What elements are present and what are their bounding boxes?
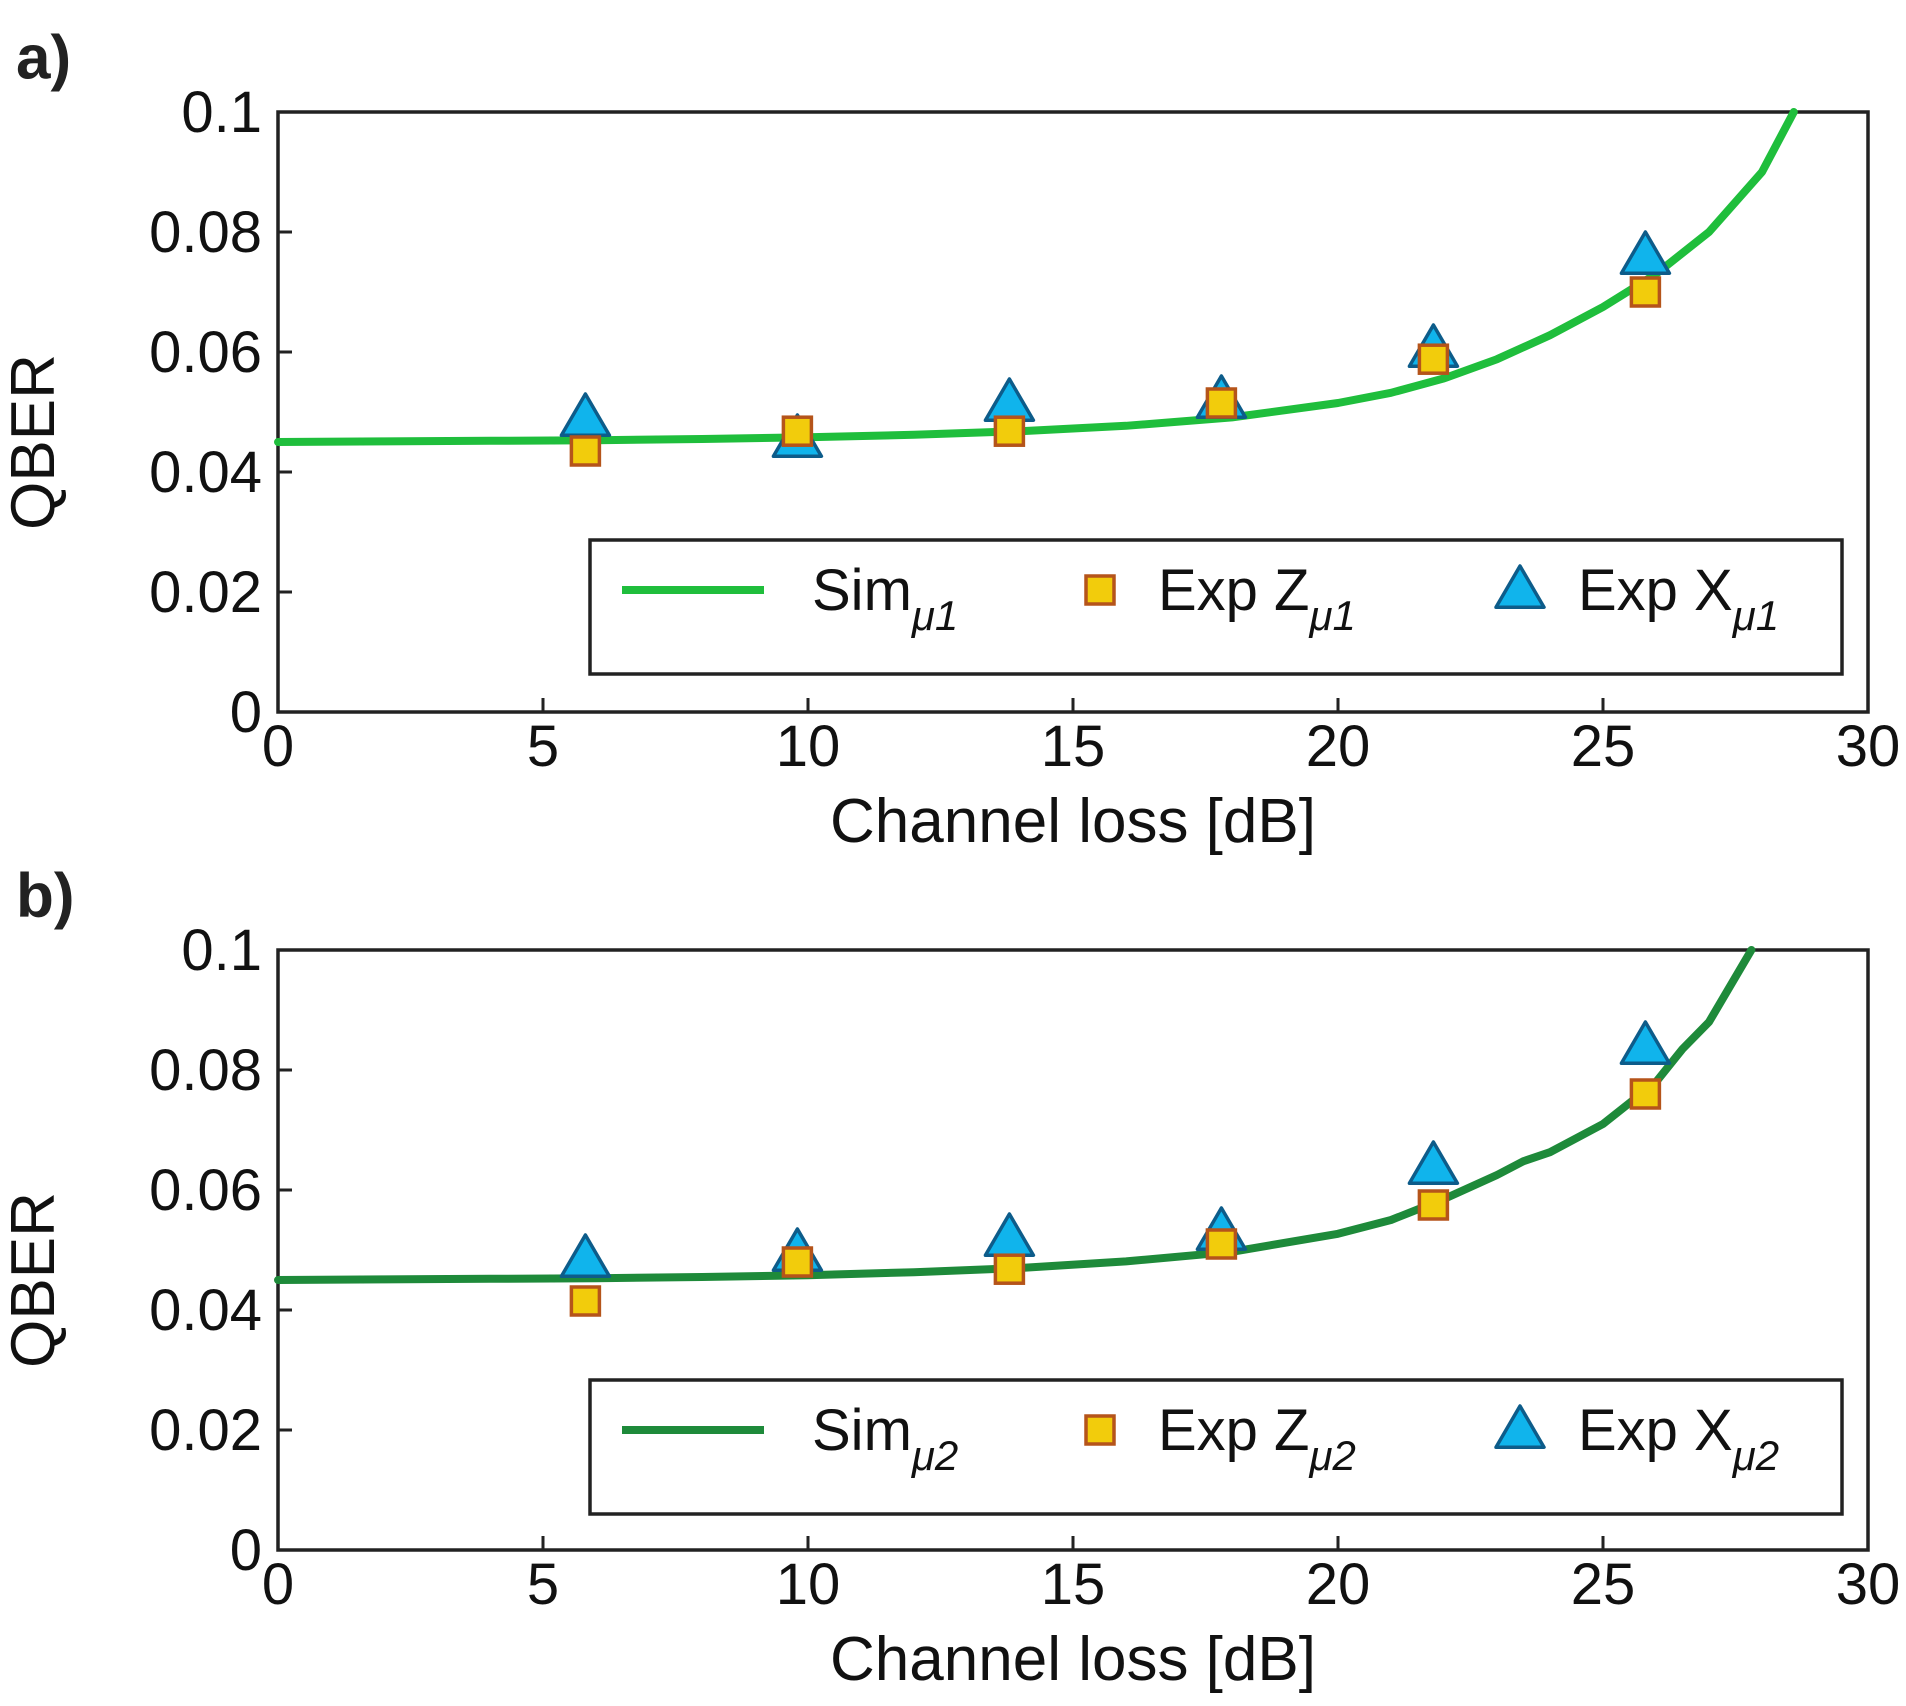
x-tick-label: 5 — [527, 1552, 559, 1617]
y-tick-label: 0 — [230, 1518, 262, 1583]
exp-x-point — [983, 1212, 1036, 1258]
sim-line — [274, 108, 1798, 446]
exp-z-point — [1629, 276, 1662, 308]
legend-entry-name: Exp Z — [1158, 1398, 1310, 1463]
legend-entry-subscript: μ2 — [911, 1432, 958, 1479]
x-tick-label: 0 — [262, 1552, 294, 1617]
x-tick-label: 15 — [1041, 1552, 1106, 1617]
legend-entry-subscript: μ1 — [911, 592, 958, 639]
x-tick-label: 20 — [1306, 714, 1371, 779]
legend-entry-label: Exp Zμ2 — [1158, 1398, 1356, 1479]
legend-entry-name: Sim — [812, 558, 912, 623]
exp-z-point — [1629, 1078, 1662, 1110]
exp-z-point — [569, 435, 602, 467]
y-tick-label: 0.06 — [149, 1158, 262, 1223]
y-tick-label: 0.06 — [149, 320, 262, 385]
exp-x-point — [1619, 1020, 1672, 1066]
legend-entry-label: Exp Xμ1 — [1578, 558, 1779, 639]
y-tick-label: 0.04 — [149, 1278, 262, 1343]
x-tick-label: 10 — [776, 714, 841, 779]
x-tick-label: 30 — [1836, 1552, 1901, 1617]
y-tick-label: 0 — [230, 680, 262, 745]
legend-square-swatch — [1084, 574, 1116, 606]
panel-label: b) — [16, 861, 75, 930]
legend-entry-name: Sim — [812, 1398, 912, 1463]
legend-box — [588, 538, 1844, 676]
legend-entry-label: Exp Xμ2 — [1578, 1398, 1779, 1479]
legend-box — [588, 1378, 1844, 1516]
x-tick-label: 0 — [262, 714, 294, 779]
legend-entry-name: Exp X — [1578, 558, 1733, 623]
exp-z-point — [781, 415, 814, 447]
exp-z-point — [1205, 387, 1238, 419]
y-axis-label: QBER — [0, 354, 68, 530]
legend-entry-label: Exp Zμ1 — [1158, 558, 1356, 639]
exp-x-point — [1619, 230, 1672, 276]
exp-x-point — [1407, 1140, 1460, 1186]
y-tick-label: 0.08 — [149, 1038, 262, 1103]
x-tick-label: 10 — [776, 1552, 841, 1617]
y-tick-label: 0.1 — [181, 80, 262, 145]
y-tick-label: 0.02 — [149, 560, 262, 625]
legend: Simμ2 Exp Zμ2 Exp Xμ2 — [588, 1378, 1844, 1516]
legend-entry-name: Exp X — [1578, 1398, 1733, 1463]
x-tick-label: 20 — [1306, 1552, 1371, 1617]
x-tick-label: 25 — [1571, 714, 1636, 779]
legend-entry-label: Simμ1 — [812, 558, 958, 639]
x-tick-label: 25 — [1571, 1552, 1636, 1617]
x-axis-label: Channel loss [dB] — [830, 787, 1316, 856]
exp-x-point — [559, 1233, 612, 1279]
legend-entry-subscript: μ2 — [1732, 1432, 1779, 1479]
legend-entry-label: Simμ2 — [812, 1398, 958, 1479]
exp-x-point — [983, 377, 1036, 423]
panel-label: a) — [16, 23, 71, 92]
x-tick-label: 30 — [1836, 714, 1901, 779]
panel-1: a) 0 5 10 15 20 25 30 0 0.02 0.04 0.06 0.08 0.1 Channe… — [0, 23, 1900, 856]
legend-entry-name: Exp Z — [1158, 558, 1310, 623]
legend-triangle-swatch — [1494, 1404, 1546, 1450]
y-tick-label: 0.02 — [149, 1398, 262, 1463]
legend-triangle-swatch — [1494, 564, 1546, 610]
exp-x-point — [559, 392, 612, 438]
exp-z-point — [993, 415, 1026, 447]
x-tick-label: 15 — [1041, 714, 1106, 779]
y-tick-label: 0.1 — [181, 918, 262, 983]
exp-z-point — [993, 1253, 1026, 1285]
x-axis-label: Channel loss [dB] — [830, 1625, 1316, 1694]
exp-z-point — [781, 1246, 814, 1278]
legend-square-swatch — [1084, 1414, 1116, 1446]
legend-entry-subscript: μ1 — [1732, 592, 1779, 639]
exp-z-point — [1417, 1189, 1450, 1221]
panel-2: b) 0 5 10 15 20 25 30 0 0.02 0.04 0.06 0.08 0.1 Channe… — [0, 861, 1900, 1694]
y-tick-label: 0.08 — [149, 200, 262, 265]
y-tick-label: 0.04 — [149, 440, 262, 505]
exp-z-point — [569, 1285, 602, 1317]
legend: Simμ1 Exp Zμ1 Exp Xμ1 — [588, 538, 1844, 676]
exp-z-point — [1205, 1228, 1238, 1260]
legend-entry-subscript: μ2 — [1309, 1432, 1356, 1479]
exp-z-point — [1417, 343, 1450, 375]
legend-entry-subscript: μ1 — [1309, 592, 1356, 639]
x-tick-label: 5 — [527, 714, 559, 779]
y-axis-label: QBER — [0, 1192, 68, 1368]
